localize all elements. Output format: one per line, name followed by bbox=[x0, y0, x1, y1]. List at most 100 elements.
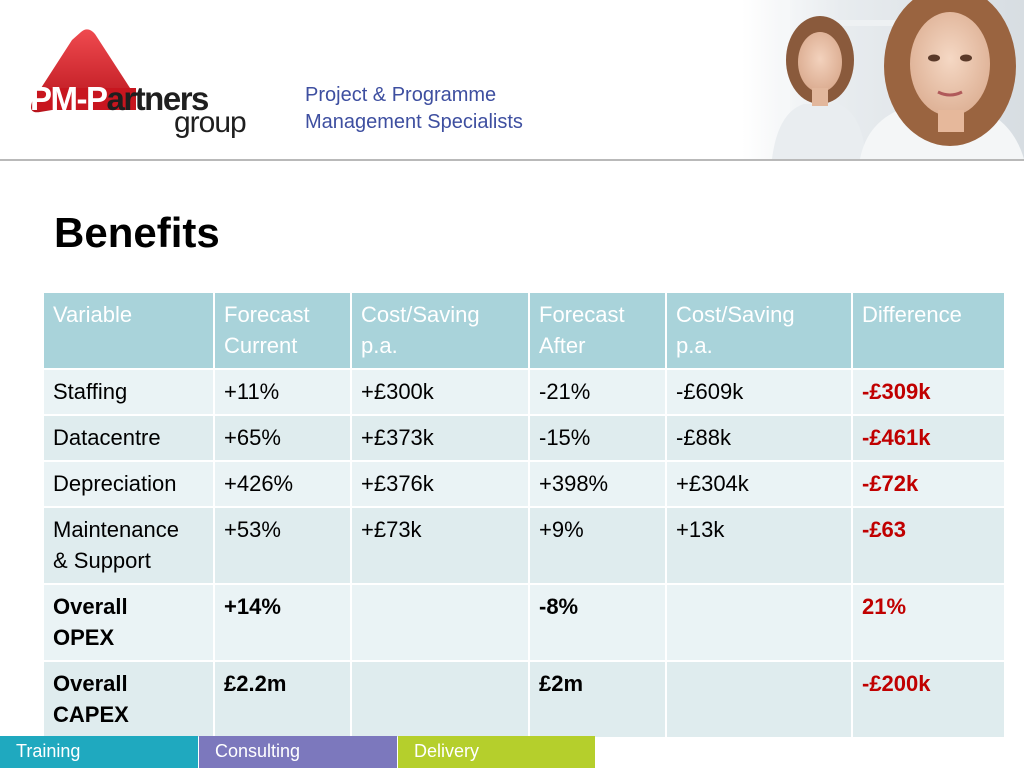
row-label-cell: Overall OPEX bbox=[44, 585, 213, 660]
difference-cell: -£63 bbox=[853, 508, 1004, 583]
cell-text: £2m bbox=[539, 671, 584, 696]
table-row: Depreciation +426% +£376k +398% +£304k -£72k bbox=[44, 462, 1004, 506]
table-row: Overall OPEX +14% -8% 21% bbox=[44, 585, 1004, 660]
row-label-cell: Staffing bbox=[44, 370, 213, 414]
table-cell: +11% bbox=[215, 370, 350, 414]
table-row: Maintenance & Support +53% +£73k +9% +13k -£63 bbox=[44, 508, 1004, 583]
cell-text: -£63 bbox=[862, 517, 907, 542]
difference-cell: -£309k bbox=[853, 370, 1004, 414]
cell-text: +9% bbox=[539, 517, 584, 542]
column-header: Variable bbox=[44, 293, 213, 368]
column-header: Forecast Current bbox=[215, 293, 350, 368]
difference-cell: -£461k bbox=[853, 416, 1004, 460]
page-title: Benefits bbox=[54, 209, 220, 256]
table-cell: +£304k bbox=[667, 462, 851, 506]
table-cell: +65% bbox=[215, 416, 350, 460]
table-cell: £2m bbox=[530, 662, 665, 737]
column-header-line: Cost/Saving bbox=[361, 302, 480, 327]
benefits-table: Variable Forecast Current Cost/Saving p.a. Fo… bbox=[42, 291, 1006, 739]
table-row: Staffing +11% +£300k -21% -£609k -£309k bbox=[44, 370, 1004, 414]
row-label-cell: Overall CAPEX bbox=[44, 662, 213, 737]
row-label-cell: Maintenance & Support bbox=[44, 508, 213, 583]
table-cell: +53% bbox=[215, 508, 350, 583]
cell-text: +£300k bbox=[361, 379, 434, 404]
cell-text: Overall bbox=[53, 671, 128, 696]
column-header-line: After bbox=[539, 333, 586, 358]
cell-text: OPEX bbox=[53, 625, 115, 650]
cell-text: CAPEX bbox=[53, 702, 129, 727]
nav-tab-training[interactable]: Training bbox=[0, 736, 198, 768]
cell-text: 21% bbox=[862, 594, 907, 619]
table-cell: -£609k bbox=[667, 370, 851, 414]
table-cell: +9% bbox=[530, 508, 665, 583]
people-photo-icon bbox=[742, 0, 1024, 159]
table-cell bbox=[667, 662, 851, 737]
column-header-line: Variable bbox=[53, 302, 133, 327]
benefits-table-container: Variable Forecast Current Cost/Saving p.a. Fo… bbox=[42, 291, 1006, 739]
cell-text: +£73k bbox=[361, 517, 422, 542]
table-cell: +14% bbox=[215, 585, 350, 660]
table-cell: +398% bbox=[530, 462, 665, 506]
table-cell bbox=[352, 585, 528, 660]
column-header: Difference bbox=[853, 293, 1004, 368]
cell-text: Datacentre bbox=[53, 425, 161, 450]
column-header-line: Difference bbox=[862, 302, 962, 327]
cell-text: +398% bbox=[539, 471, 609, 496]
footer-nav: Training Consulting Delivery bbox=[0, 736, 1024, 768]
column-header-line: Forecast bbox=[539, 302, 625, 327]
cell-text: +65% bbox=[224, 425, 281, 450]
nav-tab-delivery[interactable]: Delivery bbox=[398, 736, 595, 768]
cell-text: £2.2m bbox=[224, 671, 287, 696]
column-header-line: Forecast bbox=[224, 302, 310, 327]
column-header: Cost/Saving p.a. bbox=[667, 293, 851, 368]
cell-text: & Support bbox=[53, 548, 151, 573]
cell-text: Overall bbox=[53, 594, 128, 619]
table-cell bbox=[667, 585, 851, 660]
cell-text: -21% bbox=[539, 379, 591, 404]
cell-text: +£304k bbox=[676, 471, 749, 496]
cell-text: +£376k bbox=[361, 471, 434, 496]
company-tagline: Project & Programme Management Specialis… bbox=[305, 82, 523, 136]
cell-text: -£88k bbox=[676, 425, 732, 450]
table-cell: +£73k bbox=[352, 508, 528, 583]
slide-header: PM-Partners group Project & Programme Ma… bbox=[0, 0, 1024, 161]
header-divider bbox=[0, 159, 1024, 161]
table-row: Datacentre +65% +£373k -15% -£88k -£461k bbox=[44, 416, 1004, 460]
table-cell bbox=[352, 662, 528, 737]
difference-cell: -£72k bbox=[853, 462, 1004, 506]
table-cell: +13k bbox=[667, 508, 851, 583]
column-header-line: p.a. bbox=[361, 333, 398, 358]
table-cell: £2.2m bbox=[215, 662, 350, 737]
cell-text: -£309k bbox=[862, 379, 931, 404]
cell-text: +11% bbox=[224, 379, 280, 404]
cell-text: Staffing bbox=[53, 379, 128, 404]
row-label-cell: Depreciation bbox=[44, 462, 213, 506]
row-label-cell: Datacentre bbox=[44, 416, 213, 460]
column-header: Forecast After bbox=[530, 293, 665, 368]
table-cell: -21% bbox=[530, 370, 665, 414]
logo-wordmark: PM-Partners bbox=[30, 80, 209, 117]
difference-cell: -£200k bbox=[853, 662, 1004, 737]
cell-text: -£200k bbox=[862, 671, 931, 696]
cell-text: -£461k bbox=[862, 425, 931, 450]
table-cell: -8% bbox=[530, 585, 665, 660]
column-header-line: Current bbox=[224, 333, 298, 358]
table-cell: -£88k bbox=[667, 416, 851, 460]
column-header-line: p.a. bbox=[676, 333, 713, 358]
cell-text: +13k bbox=[676, 517, 725, 542]
logo-mark-icon bbox=[31, 29, 136, 113]
tagline-line-2: Management Specialists bbox=[305, 111, 523, 133]
table-row: Overall CAPEX £2.2m £2m -£200k bbox=[44, 662, 1004, 737]
company-logo: PM-Partners group bbox=[26, 26, 266, 146]
difference-cell: 21% bbox=[853, 585, 1004, 660]
cell-text: +14% bbox=[224, 594, 281, 619]
cell-text: Depreciation bbox=[53, 471, 177, 496]
table-header: Variable Forecast Current Cost/Saving p.a. Fo… bbox=[44, 293, 1004, 368]
table-cell: +426% bbox=[215, 462, 350, 506]
nav-tab-consulting[interactable]: Consulting bbox=[199, 736, 397, 768]
logo-subword: group bbox=[174, 106, 247, 139]
table-body: Staffing +11% +£300k -21% -£609k -£309k Datace… bbox=[44, 370, 1004, 737]
cell-text: -8% bbox=[539, 594, 579, 619]
tagline-line-1: Project & Programme bbox=[305, 84, 497, 106]
table-cell: +£373k bbox=[352, 416, 528, 460]
